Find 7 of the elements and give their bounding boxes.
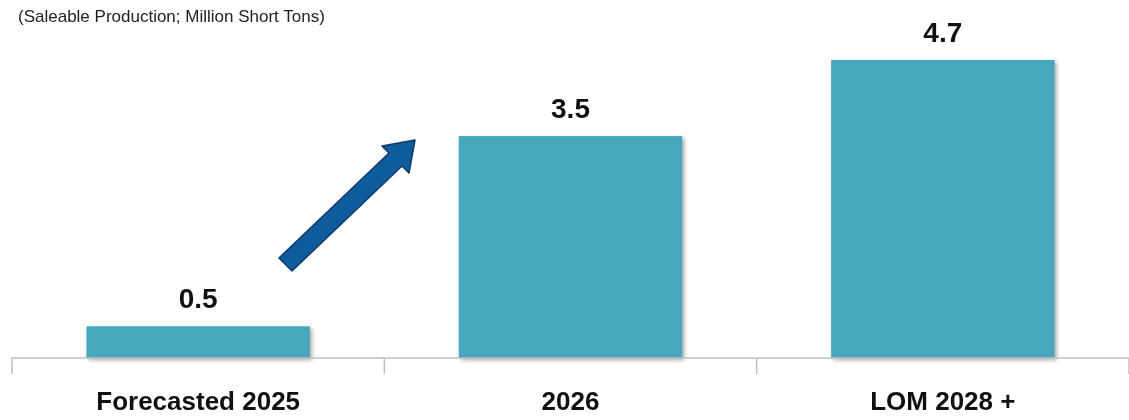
x-tick-label: 2026: [541, 386, 600, 416]
x-tick-label: Forecasted 2025: [96, 386, 301, 416]
chart-title: (Saleable Production; Million Short Tons): [18, 7, 325, 26]
x-tick-label: LOM 2028 +: [870, 386, 1016, 416]
data-label: 0.5: [178, 283, 218, 315]
data-label: 4.7: [923, 17, 963, 48]
data-label: 3.5: [551, 93, 590, 125]
